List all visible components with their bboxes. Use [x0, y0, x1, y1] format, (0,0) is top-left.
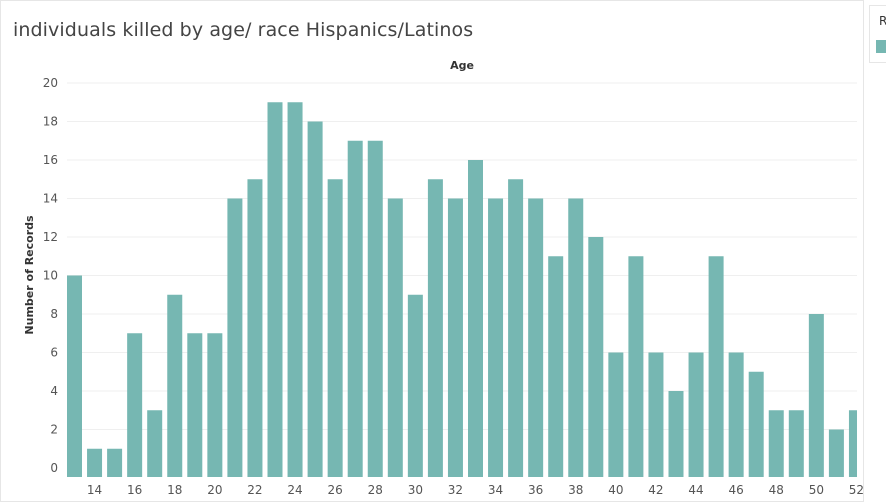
- x-tick-label: 30: [408, 483, 423, 497]
- y-tick-label: 0: [50, 461, 58, 475]
- bar-age-23[interactable]: [267, 102, 283, 477]
- x-tick-label: 18: [167, 483, 182, 497]
- bar-age-13[interactable]: [67, 275, 82, 478]
- bar-age-49[interactable]: [788, 410, 804, 477]
- x-tick-label: 50: [809, 483, 824, 497]
- bar-age-33[interactable]: [468, 160, 483, 477]
- y-axis-ticks: 0 2 4 6 8 10 12 14 16 18 20: [43, 76, 58, 475]
- bar-age-19[interactable]: [187, 333, 203, 477]
- legend-title: R: [879, 14, 886, 28]
- bar-age-26[interactable]: [327, 179, 343, 477]
- x-tick-label: 34: [488, 483, 503, 497]
- y-axis-title: Number of Records: [23, 215, 36, 335]
- y-tick-label: 12: [43, 230, 58, 244]
- chart-title: individuals killed by age/ race Hispanic…: [13, 19, 474, 41]
- bar-age-32[interactable]: [447, 198, 463, 478]
- bar-age-47[interactable]: [748, 371, 764, 477]
- bar-age-42[interactable]: [648, 352, 664, 478]
- bar-age-39[interactable]: [588, 237, 604, 477]
- x-tick-label: 40: [608, 483, 623, 497]
- bar-age-38[interactable]: [568, 198, 584, 478]
- bar-age-40[interactable]: [608, 352, 624, 478]
- bars: [67, 102, 857, 477]
- bar-age-16[interactable]: [127, 333, 143, 477]
- bar-age-52[interactable]: [848, 410, 857, 477]
- bar-age-18[interactable]: [167, 294, 183, 477]
- bar-age-35[interactable]: [508, 179, 524, 477]
- bar-age-51[interactable]: [828, 429, 844, 478]
- bar-age-24[interactable]: [287, 102, 303, 477]
- y-tick-label: 20: [43, 76, 58, 90]
- bar-age-29[interactable]: [387, 198, 403, 478]
- y-tick-label: 18: [43, 115, 58, 129]
- bar-age-22[interactable]: [247, 179, 263, 477]
- bar-age-15[interactable]: [107, 448, 123, 477]
- x-tick-label: 44: [688, 483, 703, 497]
- x-tick-label: 16: [127, 483, 142, 497]
- bar-age-37[interactable]: [548, 256, 564, 477]
- x-tick-label: 48: [769, 483, 784, 497]
- x-tick-label: 20: [207, 483, 222, 497]
- y-tick-label: 16: [43, 153, 58, 167]
- bar-age-28[interactable]: [367, 140, 383, 477]
- bar-age-50[interactable]: [808, 314, 824, 477]
- x-tick-label: 42: [648, 483, 663, 497]
- bar-age-34[interactable]: [488, 198, 504, 478]
- bar-age-30[interactable]: [407, 294, 423, 477]
- x-axis-ticks: 14 16 18 20 22 24 26 28 30 32 34 36 38 40 42 44 46 48 50 52: [87, 483, 864, 497]
- x-tick-label: 52: [849, 483, 864, 497]
- chart-frame: individuals killed by age/ race Hispanic…: [0, 0, 864, 502]
- y-tick-label: 4: [50, 384, 58, 398]
- x-tick-label: 46: [729, 483, 744, 497]
- bar-age-31[interactable]: [427, 179, 443, 477]
- bar-age-44[interactable]: [688, 352, 704, 478]
- y-tick-label: 14: [43, 192, 58, 206]
- x-tick-label: 38: [568, 483, 583, 497]
- x-tick-label: 26: [328, 483, 343, 497]
- y-tick-label: 2: [50, 423, 58, 437]
- bar-age-45[interactable]: [708, 256, 724, 477]
- bar-age-43[interactable]: [668, 391, 684, 477]
- bar-age-14[interactable]: [87, 448, 103, 477]
- x-tick-label: 28: [368, 483, 383, 497]
- x-tick-label: 36: [528, 483, 543, 497]
- bar-age-17[interactable]: [147, 410, 163, 477]
- bar-age-21[interactable]: [227, 198, 243, 478]
- x-tick-label: 22: [247, 483, 262, 497]
- x-axis-title: Age: [450, 59, 474, 72]
- y-tick-label: 10: [43, 269, 58, 283]
- y-tick-label: 8: [50, 307, 58, 321]
- legend-swatch[interactable]: [876, 40, 886, 53]
- x-tick-label: 24: [287, 483, 302, 497]
- bar-age-25[interactable]: [307, 121, 323, 478]
- bar-age-48[interactable]: [768, 410, 784, 477]
- bar-age-36[interactable]: [528, 198, 544, 478]
- x-tick-label: 32: [448, 483, 463, 497]
- y-tick-label: 6: [50, 346, 58, 360]
- bar-age-46[interactable]: [728, 352, 744, 478]
- x-tick-label: 14: [87, 483, 102, 497]
- legend: R: [869, 5, 886, 63]
- bar-age-20[interactable]: [207, 333, 223, 477]
- bar-age-41[interactable]: [628, 256, 644, 477]
- bar-age-27[interactable]: [347, 140, 363, 477]
